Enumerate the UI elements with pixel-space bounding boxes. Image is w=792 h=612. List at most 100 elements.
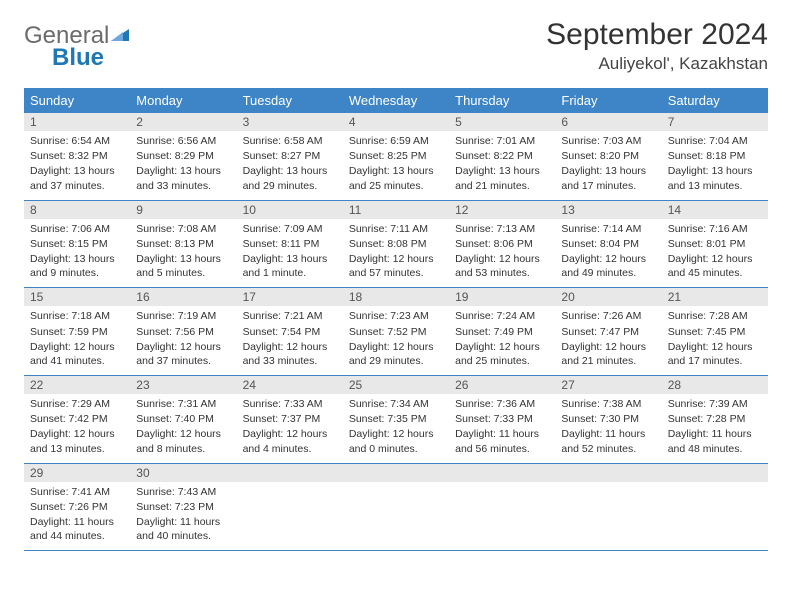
day-cell: 28Sunrise: 7:39 AMSunset: 7:28 PMDayligh…: [662, 376, 768, 464]
day-cell: 6Sunrise: 7:03 AMSunset: 8:20 PMDaylight…: [555, 113, 661, 200]
weekday-sunday: Sunday: [24, 88, 130, 113]
sunrise-line: Sunrise: 6:54 AM: [30, 134, 124, 148]
daylight-line: Daylight: 12 hours and 57 minutes.: [349, 252, 443, 280]
day-cell: 8Sunrise: 7:06 AMSunset: 8:15 PMDaylight…: [24, 200, 130, 288]
day-cell: 10Sunrise: 7:09 AMSunset: 8:11 PMDayligh…: [237, 200, 343, 288]
day-cell: 29Sunrise: 7:41 AMSunset: 7:26 PMDayligh…: [24, 463, 130, 551]
day-number: 9: [130, 201, 236, 219]
sunset-line: Sunset: 7:28 PM: [668, 412, 762, 426]
day-cell: 14Sunrise: 7:16 AMSunset: 8:01 PMDayligh…: [662, 200, 768, 288]
sunset-line: Sunset: 8:25 PM: [349, 149, 443, 163]
sunrise-line: Sunrise: 7:01 AM: [455, 134, 549, 148]
day-detail: Sunrise: 7:29 AMSunset: 7:42 PMDaylight:…: [24, 394, 130, 463]
daylight-line: Daylight: 11 hours and 56 minutes.: [455, 427, 549, 455]
day-cell: 27Sunrise: 7:38 AMSunset: 7:30 PMDayligh…: [555, 376, 661, 464]
weekday-header-row: Sunday Monday Tuesday Wednesday Thursday…: [24, 88, 768, 113]
title-block: September 2024 Auliyekol', Kazakhstan: [546, 18, 768, 74]
day-number: 27: [555, 376, 661, 394]
day-detail: Sunrise: 6:56 AMSunset: 8:29 PMDaylight:…: [130, 131, 236, 200]
daylight-line: Daylight: 12 hours and 29 minutes.: [349, 340, 443, 368]
day-number: 7: [662, 113, 768, 131]
sunset-line: Sunset: 8:13 PM: [136, 237, 230, 251]
daylight-line: Daylight: 11 hours and 48 minutes.: [668, 427, 762, 455]
day-detail: Sunrise: 7:34 AMSunset: 7:35 PMDaylight:…: [343, 394, 449, 463]
day-number: 5: [449, 113, 555, 131]
sunset-line: Sunset: 8:01 PM: [668, 237, 762, 251]
calendar-row: 15Sunrise: 7:18 AMSunset: 7:59 PMDayligh…: [24, 288, 768, 376]
day-detail: Sunrise: 7:28 AMSunset: 7:45 PMDaylight:…: [662, 306, 768, 375]
sunset-line: Sunset: 8:27 PM: [243, 149, 337, 163]
sunrise-line: Sunrise: 6:59 AM: [349, 134, 443, 148]
sunset-line: Sunset: 8:22 PM: [455, 149, 549, 163]
sunrise-line: Sunrise: 7:19 AM: [136, 309, 230, 323]
day-cell: 22Sunrise: 7:29 AMSunset: 7:42 PMDayligh…: [24, 376, 130, 464]
daylight-line: Daylight: 11 hours and 40 minutes.: [136, 515, 230, 543]
day-number: 10: [237, 201, 343, 219]
day-detail: Sunrise: 7:31 AMSunset: 7:40 PMDaylight:…: [130, 394, 236, 463]
sunrise-line: Sunrise: 7:11 AM: [349, 222, 443, 236]
day-detail: Sunrise: 7:11 AMSunset: 8:08 PMDaylight:…: [343, 219, 449, 288]
day-number: 14: [662, 201, 768, 219]
day-cell: 30Sunrise: 7:43 AMSunset: 7:23 PMDayligh…: [130, 463, 236, 551]
day-number: 12: [449, 201, 555, 219]
daylight-line: Daylight: 11 hours and 44 minutes.: [30, 515, 124, 543]
day-number: 24: [237, 376, 343, 394]
location: Auliyekol', Kazakhstan: [546, 54, 768, 74]
sunrise-line: Sunrise: 7:24 AM: [455, 309, 549, 323]
day-number: 2: [130, 113, 236, 131]
sunrise-line: Sunrise: 7:31 AM: [136, 397, 230, 411]
daylight-line: Daylight: 12 hours and 41 minutes.: [30, 340, 124, 368]
sunset-line: Sunset: 7:33 PM: [455, 412, 549, 426]
sunrise-line: Sunrise: 7:28 AM: [668, 309, 762, 323]
daylight-line: Daylight: 12 hours and 4 minutes.: [243, 427, 337, 455]
day-cell: 11Sunrise: 7:11 AMSunset: 8:08 PMDayligh…: [343, 200, 449, 288]
sunset-line: Sunset: 7:42 PM: [30, 412, 124, 426]
day-number: 22: [24, 376, 130, 394]
day-number: 16: [130, 288, 236, 306]
daylight-line: Daylight: 13 hours and 13 minutes.: [668, 164, 762, 192]
sunrise-line: Sunrise: 7:43 AM: [136, 485, 230, 499]
day-number: 19: [449, 288, 555, 306]
empty-cell: [555, 463, 661, 551]
day-detail: Sunrise: 7:39 AMSunset: 7:28 PMDaylight:…: [662, 394, 768, 463]
sunrise-line: Sunrise: 7:06 AM: [30, 222, 124, 236]
weekday-tuesday: Tuesday: [237, 88, 343, 113]
day-cell: 13Sunrise: 7:14 AMSunset: 8:04 PMDayligh…: [555, 200, 661, 288]
day-cell: 20Sunrise: 7:26 AMSunset: 7:47 PMDayligh…: [555, 288, 661, 376]
sunset-line: Sunset: 7:35 PM: [349, 412, 443, 426]
day-cell: 2Sunrise: 6:56 AMSunset: 8:29 PMDaylight…: [130, 113, 236, 200]
empty-cell: [237, 463, 343, 551]
calendar-body: 1Sunrise: 6:54 AMSunset: 8:32 PMDaylight…: [24, 113, 768, 551]
day-detail: Sunrise: 7:38 AMSunset: 7:30 PMDaylight:…: [555, 394, 661, 463]
daylight-line: Daylight: 13 hours and 21 minutes.: [455, 164, 549, 192]
day-cell: 21Sunrise: 7:28 AMSunset: 7:45 PMDayligh…: [662, 288, 768, 376]
day-number: 23: [130, 376, 236, 394]
sunset-line: Sunset: 8:32 PM: [30, 149, 124, 163]
sunrise-line: Sunrise: 7:09 AM: [243, 222, 337, 236]
day-cell: 5 Sunrise: 7:01 AMSunset: 8:22 PMDaylight…: [449, 113, 555, 200]
sunset-line: Sunset: 7:45 PM: [668, 325, 762, 339]
sunset-line: Sunset: 8:08 PM: [349, 237, 443, 251]
sunrise-line: Sunrise: 6:58 AM: [243, 134, 337, 148]
daylight-line: Daylight: 13 hours and 25 minutes.: [349, 164, 443, 192]
sunset-line: Sunset: 7:30 PM: [561, 412, 655, 426]
daylight-line: Daylight: 12 hours and 25 minutes.: [455, 340, 549, 368]
day-number: 26: [449, 376, 555, 394]
sunset-line: Sunset: 7:40 PM: [136, 412, 230, 426]
sunrise-line: Sunrise: 7:04 AM: [668, 134, 762, 148]
daylight-line: Daylight: 12 hours and 0 minutes.: [349, 427, 443, 455]
day-detail: Sunrise: 7:36 AMSunset: 7:33 PMDaylight:…: [449, 394, 555, 463]
day-number: 30: [130, 464, 236, 482]
weekday-friday: Friday: [555, 88, 661, 113]
day-detail: Sunrise: 6:54 AMSunset: 8:32 PMDaylight:…: [24, 131, 130, 200]
empty-cell: [343, 463, 449, 551]
day-detail: Sunrise: 7:26 AMSunset: 7:47 PMDaylight:…: [555, 306, 661, 375]
sunset-line: Sunset: 7:26 PM: [30, 500, 124, 514]
day-detail: Sunrise: 6:59 AMSunset: 8:25 PMDaylight:…: [343, 131, 449, 200]
day-number: 28: [662, 376, 768, 394]
day-detail: Sunrise: 7:21 AMSunset: 7:54 PMDaylight:…: [237, 306, 343, 375]
daylight-line: Daylight: 12 hours and 49 minutes.: [561, 252, 655, 280]
sunrise-line: Sunrise: 6:56 AM: [136, 134, 230, 148]
day-cell: 4Sunrise: 6:59 AMSunset: 8:25 PMDaylight…: [343, 113, 449, 200]
empty-cell: [449, 463, 555, 551]
